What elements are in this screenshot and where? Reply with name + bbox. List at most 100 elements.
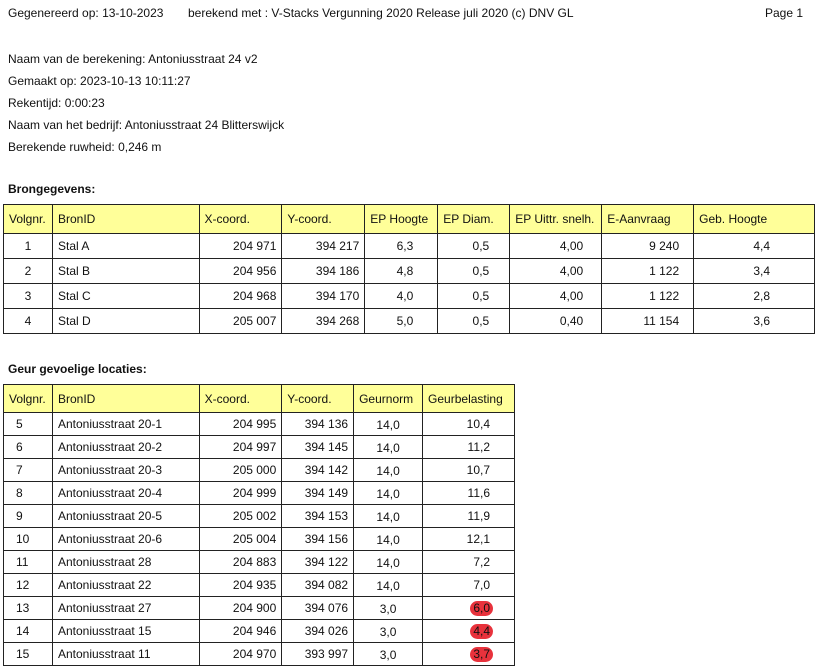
locations-cell: 11,9 bbox=[422, 504, 515, 528]
locations-cell: 7,2 bbox=[422, 550, 515, 574]
locations-cell: Antoniusstraat 15 bbox=[51, 619, 200, 643]
sources-cell: 394 186 bbox=[281, 258, 366, 284]
locations-cell: 204 935 bbox=[198, 573, 283, 597]
sources-cell: Stal D bbox=[51, 308, 200, 334]
sources-cell: 1 122 bbox=[601, 283, 695, 309]
locations-row: 12 Antoniusstraat 22 204 935 394 082 14,0 7,0 bbox=[3, 573, 515, 597]
locations-row: 7 Antoniusstraat 20-3 205 000 394 142 14,0 10… bbox=[3, 458, 515, 482]
sources-cell: Stal A bbox=[51, 233, 200, 259]
locations-cell: 3,0 bbox=[353, 642, 424, 666]
locations-cell: 13 bbox=[3, 596, 53, 620]
locations-cell-exceeded: 6,0 bbox=[422, 596, 515, 620]
sources-cell: 204 956 bbox=[198, 258, 283, 284]
locations-cell: 3,0 bbox=[353, 596, 424, 620]
sources-cell: 3,4 bbox=[693, 258, 815, 284]
sources-cell: 0,5 bbox=[437, 283, 511, 309]
locations-cell: 394 145 bbox=[281, 435, 355, 459]
locations-row: 15 Antoniusstraat 11 204 970 393 997 3,0 3,7 bbox=[3, 642, 515, 666]
locations-cell: 3,0 bbox=[353, 619, 424, 643]
sources-title: Brongegevens: bbox=[8, 182, 96, 196]
sources-cell: 4,00 bbox=[509, 283, 603, 309]
locations-cell: 10,4 bbox=[422, 412, 515, 436]
locations-cell: Antoniusstraat 27 bbox=[51, 596, 200, 620]
locations-cell: 394 156 bbox=[281, 527, 355, 551]
locations-cell: 14,0 bbox=[353, 527, 424, 551]
sources-cell: Stal C bbox=[51, 283, 200, 309]
locations-cell: 204 995 bbox=[198, 412, 283, 436]
locations-cell: 14,0 bbox=[353, 435, 424, 459]
locations-cell: Antoniusstraat 20-2 bbox=[51, 435, 200, 459]
locations-cell: Antoniusstraat 20-6 bbox=[51, 527, 200, 551]
locations-cell: 394 076 bbox=[281, 596, 355, 620]
locations-cell: 8 bbox=[3, 481, 53, 505]
sources-cell: 4 bbox=[3, 308, 53, 334]
locations-cell: 14 bbox=[3, 619, 53, 643]
locations-cell: 205 000 bbox=[198, 458, 283, 482]
locations-cell: 394 082 bbox=[281, 573, 355, 597]
locations-cell: 11,2 bbox=[422, 435, 515, 459]
locations-cell: 204 946 bbox=[198, 619, 283, 643]
locations-header-cell: Volgnr. bbox=[3, 384, 53, 413]
calc-time: Rekentijd: 0:00:23 bbox=[8, 96, 105, 110]
sources-cell: 9 240 bbox=[601, 233, 695, 259]
sources-cell: 4,8 bbox=[364, 258, 439, 284]
locations-row: 6 Antoniusstraat 20-2 204 997 394 145 14,0 11… bbox=[3, 435, 515, 459]
locations-header-cell: Geurbelasting bbox=[422, 384, 515, 413]
locations-cell: 12,1 bbox=[422, 527, 515, 551]
sources-cell: 394 268 bbox=[281, 308, 366, 334]
locations-cell: 204 883 bbox=[198, 550, 283, 574]
sources-cell: 11 154 bbox=[601, 308, 695, 334]
page-number: Page 1 bbox=[765, 6, 804, 20]
locations-row: 9 Antoniusstraat 20-5 205 002 394 153 14,0 11… bbox=[3, 504, 515, 528]
sources-cell: Stal B bbox=[51, 258, 200, 284]
locations-cell: 394 122 bbox=[281, 550, 355, 574]
locations-cell: 394 026 bbox=[281, 619, 355, 643]
locations-cell: 10,7 bbox=[422, 458, 515, 482]
locations-cell: Antoniusstraat 20-1 bbox=[51, 412, 200, 436]
locations-table: Volgnr. BronID X-coord. Y-coord. Geurnorm Geu… bbox=[3, 384, 515, 666]
sources-header-cell: Y-coord. bbox=[281, 204, 366, 234]
sources-cell: 6,3 bbox=[364, 233, 439, 259]
sources-cell: 205 007 bbox=[198, 308, 283, 334]
sources-cell: 2 bbox=[3, 258, 53, 284]
locations-cell: 204 970 bbox=[198, 642, 283, 666]
locations-cell: 14,0 bbox=[353, 458, 424, 482]
locations-title: Geur gevoelige locaties: bbox=[8, 362, 147, 376]
sources-row: 3 Stal C 204 968 394 170 4,0 0,5 4,00 1 122 2,8 bbox=[3, 283, 815, 309]
locations-cell: Antoniusstraat 22 bbox=[51, 573, 200, 597]
locations-cell: 204 999 bbox=[198, 481, 283, 505]
locations-header-cell: Geurnorm bbox=[353, 384, 424, 413]
locations-cell: 9 bbox=[3, 504, 53, 528]
sources-cell: 0,40 bbox=[509, 308, 603, 334]
made-on: Gemaakt op: 2023-10-13 10:11:27 bbox=[8, 74, 191, 88]
sources-cell: 2,8 bbox=[693, 283, 815, 309]
locations-cell: 14,0 bbox=[353, 481, 424, 505]
sources-cell: 394 217 bbox=[281, 233, 366, 259]
locations-header-cell: X-coord. bbox=[198, 384, 283, 413]
sources-header-cell: BronID bbox=[51, 204, 200, 234]
locations-row: 5 Antoniusstraat 20-1 204 995 394 136 14,0 10… bbox=[3, 412, 515, 436]
calculated-with: berekend met : V-Stacks Vergunning 2020 … bbox=[188, 6, 574, 20]
locations-cell: 11 bbox=[3, 550, 53, 574]
sources-row: 1 Stal A 204 971 394 217 6,3 0,5 4,00 9 240 4,4 bbox=[3, 233, 815, 259]
sources-cell: 3,6 bbox=[693, 308, 815, 334]
locations-cell: 14,0 bbox=[353, 412, 424, 436]
locations-cell: 11,6 bbox=[422, 481, 515, 505]
locations-cell: Antoniusstraat 20-4 bbox=[51, 481, 200, 505]
locations-row: 11 Antoniusstraat 28 204 883 394 122 14,0 7,2 bbox=[3, 550, 515, 574]
locations-cell: 204 997 bbox=[198, 435, 283, 459]
locations-row: 14 Antoniusstraat 15 204 946 394 026 3,0 4,4 bbox=[3, 619, 515, 643]
locations-cell: 204 900 bbox=[198, 596, 283, 620]
locations-cell: 14,0 bbox=[353, 550, 424, 574]
locations-cell: 393 997 bbox=[281, 642, 355, 666]
locations-cell: 7,0 bbox=[422, 573, 515, 597]
locations-row: 13 Antoniusstraat 27 204 900 394 076 3,0 6,0 bbox=[3, 596, 515, 620]
sources-cell: 4,00 bbox=[509, 233, 603, 259]
sources-header-cell: Volgnr. bbox=[3, 204, 53, 234]
sources-header-cell: EP Uittr. snelh. bbox=[509, 204, 603, 234]
sources-cell: 1 bbox=[3, 233, 53, 259]
locations-cell: 14,0 bbox=[353, 504, 424, 528]
sources-cell: 204 971 bbox=[198, 233, 283, 259]
sources-cell: 204 968 bbox=[198, 283, 283, 309]
roughness: Berekende ruwheid: 0,246 m bbox=[8, 140, 162, 154]
